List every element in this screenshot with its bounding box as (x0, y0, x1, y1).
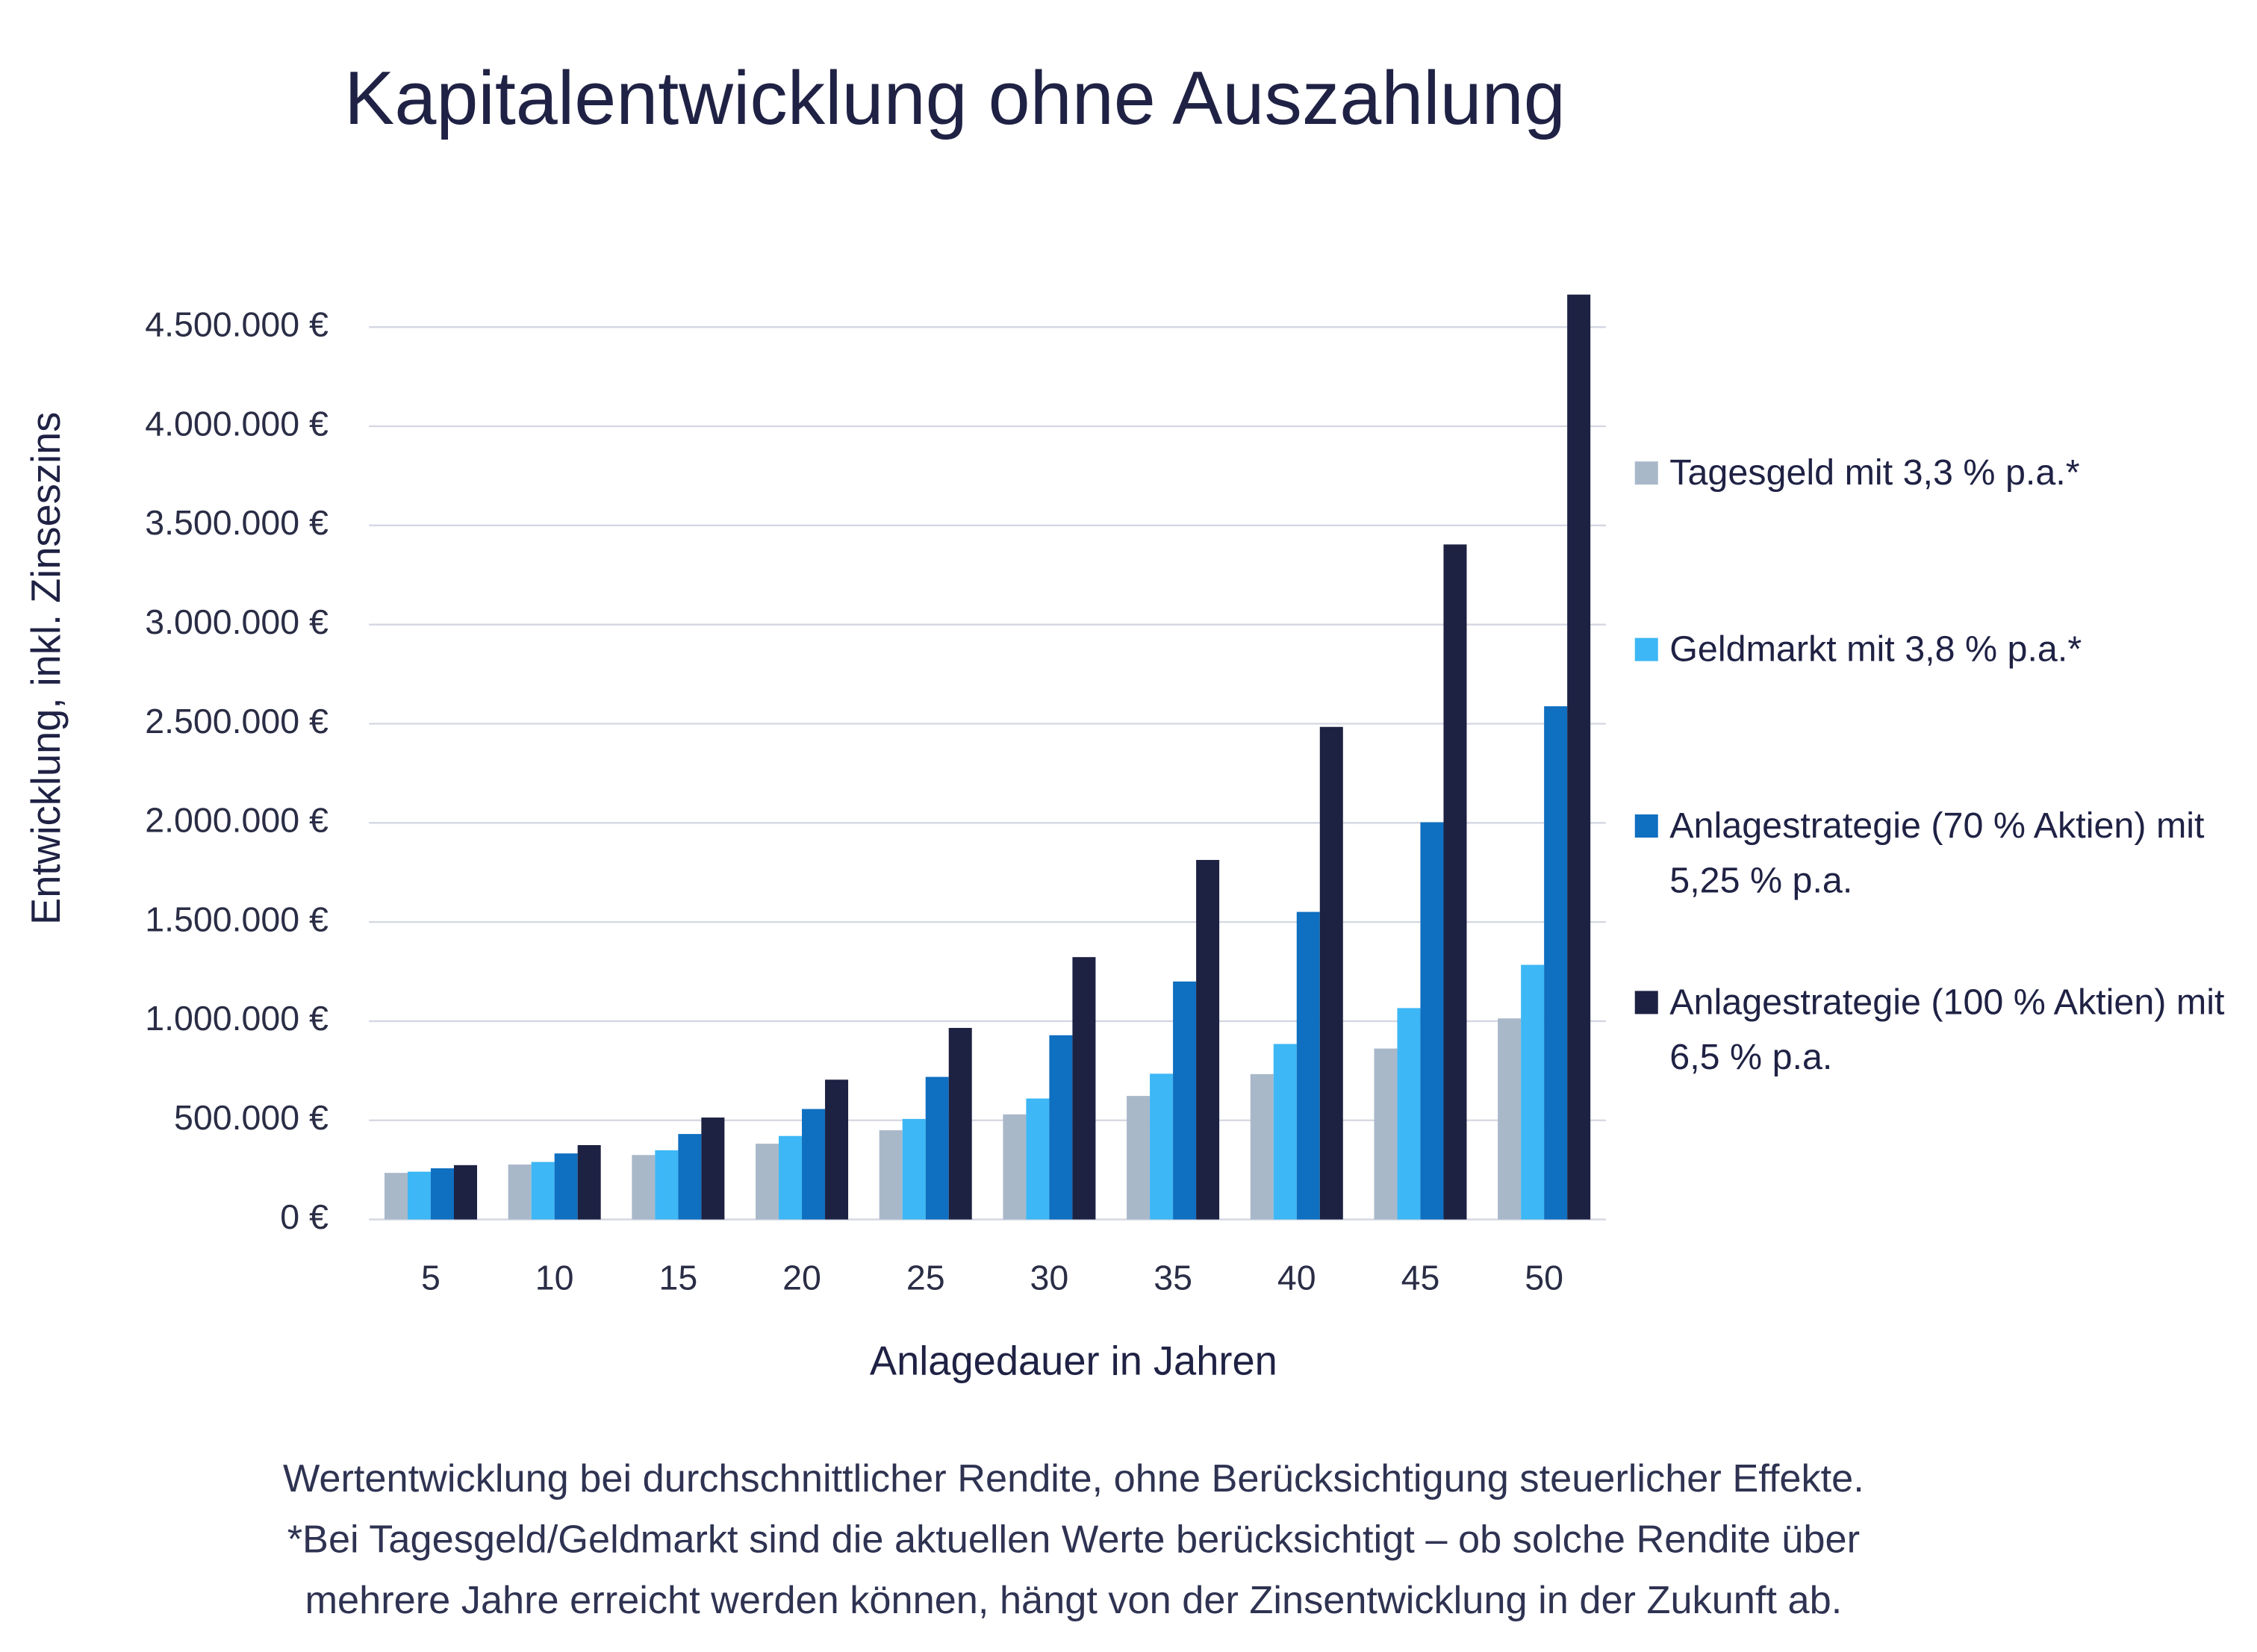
bar (1026, 1098, 1050, 1220)
legend-label: Anlagestrategie (70 % Aktien) mit 5,25 %… (1669, 805, 2205, 902)
chart-title: Kapitalentwicklung ohne Auszahlung (344, 57, 1566, 140)
bar (825, 1079, 849, 1220)
x-tick-label: 40 (1277, 1258, 1316, 1297)
bar (1072, 957, 1096, 1220)
legend-entry: Tagesgeld mit 3,3 % p.a.* (1669, 452, 2080, 493)
y-tick-label: 0 € (280, 1197, 329, 1236)
bar (1296, 911, 1320, 1220)
bar (802, 1109, 826, 1220)
bar (577, 1144, 601, 1220)
bar (701, 1118, 725, 1220)
y-axis-label: Entwicklung, inkl. Zinseszins (24, 412, 69, 925)
legend-swatch (1634, 461, 1658, 485)
bar (384, 1173, 408, 1220)
legend-swatch (1634, 814, 1658, 838)
bar (554, 1153, 578, 1220)
footnote: *Bei Tagesgeld/Geldmarkt sind die aktuel… (287, 1518, 1860, 1562)
legend-swatch (1634, 638, 1658, 661)
bar (1196, 859, 1220, 1220)
bar (948, 1027, 972, 1220)
bar (655, 1150, 679, 1220)
bar (1544, 706, 1568, 1220)
bar (453, 1165, 477, 1220)
x-tick-label: 45 (1401, 1258, 1440, 1297)
x-tick-label: 30 (1030, 1258, 1069, 1297)
y-tick-label: 1.000.000 € (145, 999, 329, 1038)
bar (531, 1162, 555, 1220)
bar (1443, 544, 1467, 1220)
bar (1567, 294, 1591, 1220)
bar (1397, 1008, 1421, 1220)
x-tick-label: 10 (535, 1258, 574, 1297)
bar (430, 1168, 454, 1220)
legend-label: Anlagestrategie (100 % Aktien) mit 6,5 %… (1669, 982, 2225, 1078)
x-tick-label: 35 (1154, 1258, 1192, 1297)
y-tick-label: 2.500.000 € (145, 702, 329, 741)
x-tick-label: 5 (421, 1258, 440, 1297)
y-tick-label: 2.000.000 € (145, 801, 329, 840)
bar (1273, 1044, 1297, 1220)
bar (1003, 1114, 1027, 1220)
y-tick-label: 4.500.000 € (145, 305, 329, 343)
bar (1319, 726, 1343, 1220)
footnote: Wertentwicklung bei durchschnittlicher R… (283, 1457, 1864, 1500)
bar (1049, 1035, 1073, 1220)
bar (1173, 981, 1197, 1220)
bar (508, 1165, 532, 1220)
legend-entry: Anlagestrategie (100 % Aktien) mit 6,5 %… (1669, 982, 2225, 1078)
y-tick-label: 3.000.000 € (145, 602, 329, 641)
x-tick-label: 15 (659, 1258, 697, 1297)
x-axis-label: Anlagedauer in Jahren (870, 1339, 1277, 1384)
y-tick-label: 1.500.000 € (145, 900, 329, 938)
bar (678, 1134, 702, 1220)
legend-entry: Geldmarkt mit 3,8 % p.a.* (1669, 629, 2082, 670)
bar (1150, 1073, 1174, 1220)
y-tick-label: 3.500.000 € (145, 503, 329, 542)
bar (632, 1155, 656, 1220)
y-tick-label: 4.000.000 € (145, 404, 329, 443)
bar (1498, 1018, 1522, 1220)
bar (902, 1118, 926, 1220)
x-tick-label: 25 (906, 1258, 945, 1297)
legend-label: Geldmarkt mit 3,8 % p.a.* (1669, 629, 2082, 670)
bar (779, 1135, 803, 1220)
x-tick-label: 20 (782, 1258, 821, 1297)
legend-swatch (1634, 991, 1658, 1014)
bar (1374, 1048, 1398, 1220)
bar (879, 1130, 903, 1220)
bar (925, 1076, 949, 1220)
bar (1521, 964, 1545, 1220)
bar (407, 1171, 431, 1220)
bar (1250, 1073, 1274, 1220)
bar (1420, 822, 1444, 1220)
bar (756, 1144, 779, 1220)
x-tick-label: 50 (1525, 1258, 1563, 1297)
legend-entry: Anlagestrategie (70 % Aktien) mit 5,25 %… (1669, 805, 2205, 902)
y-tick-label: 500.000 € (174, 1098, 329, 1137)
footnote: mehrere Jahre erreicht werden können, hä… (305, 1579, 1842, 1622)
bar (1127, 1096, 1151, 1220)
legend-label: Tagesgeld mit 3,3 % p.a.* (1669, 452, 2080, 493)
